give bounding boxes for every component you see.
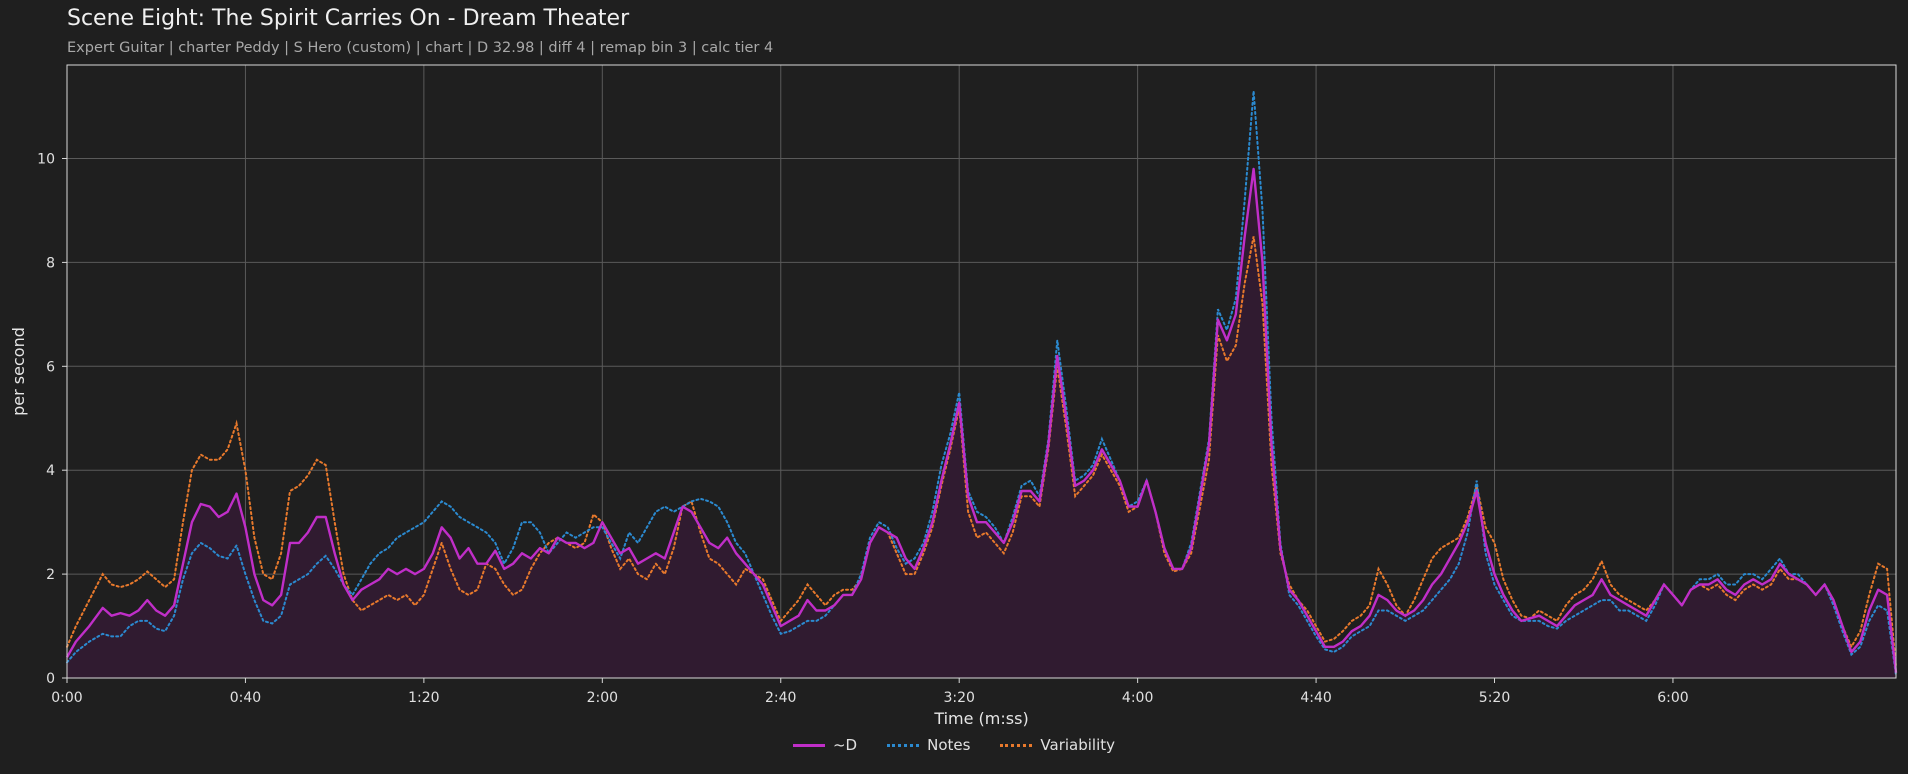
- legend-item-d: ~D: [792, 736, 858, 754]
- y-tick-label: 4: [46, 463, 55, 479]
- x-tick-label: 1:20: [408, 690, 439, 706]
- series-layer: [65, 90, 1898, 678]
- y-tick-label: 2: [46, 567, 55, 583]
- ticks: 0:00 0:40 1:20 2:00 2:40 3:20 4:00 4:40 5:20 6:00…: [37, 152, 1689, 706]
- chart-subtitle: Expert Guitar | charter Peddy | S Hero (…: [67, 40, 774, 56]
- legend: ~D Notes Variability: [0, 736, 1908, 754]
- d-line: [65, 167, 1898, 673]
- x-tick-label: 4:00: [1122, 690, 1153, 706]
- notes-line: [66, 90, 1897, 677]
- x-tick-label: 3:20: [943, 690, 974, 706]
- legend-swatch-d: [792, 743, 825, 747]
- x-tick-label: 2:40: [765, 690, 796, 706]
- y-tick-label: 0: [46, 671, 55, 687]
- d-area-fill: [67, 168, 1896, 678]
- legend-item-notes: Notes: [887, 736, 970, 754]
- variability-line: [66, 236, 1897, 669]
- legend-swatch-variability: [1000, 743, 1033, 747]
- legend-item-variability: Variability: [1000, 736, 1115, 754]
- y-tick-label: 6: [46, 359, 55, 375]
- y-axis-label: per second: [9, 327, 28, 416]
- x-tick-label: 2:00: [587, 690, 618, 706]
- chart-title: Scene Eight: The Spirit Carries On - Dre…: [67, 6, 630, 31]
- legend-label-variability: Variability: [1040, 736, 1116, 754]
- legend-label-notes: Notes: [927, 736, 971, 754]
- x-tick-label: 4:40: [1300, 690, 1331, 706]
- legend-label-d: ~D: [832, 736, 858, 754]
- y-tick-label: 8: [46, 255, 55, 271]
- x-tick-label: 0:40: [230, 690, 261, 706]
- x-tick-label: 0:00: [51, 690, 82, 706]
- plot-frame: [66, 64, 1897, 679]
- y-tick-label: 10: [37, 152, 55, 168]
- x-tick-label: 5:20: [1479, 690, 1510, 706]
- x-tick-label: 6:00: [1657, 690, 1688, 706]
- legend-swatch-notes: [887, 743, 920, 747]
- x-axis-label: Time (m:ss): [933, 709, 1028, 728]
